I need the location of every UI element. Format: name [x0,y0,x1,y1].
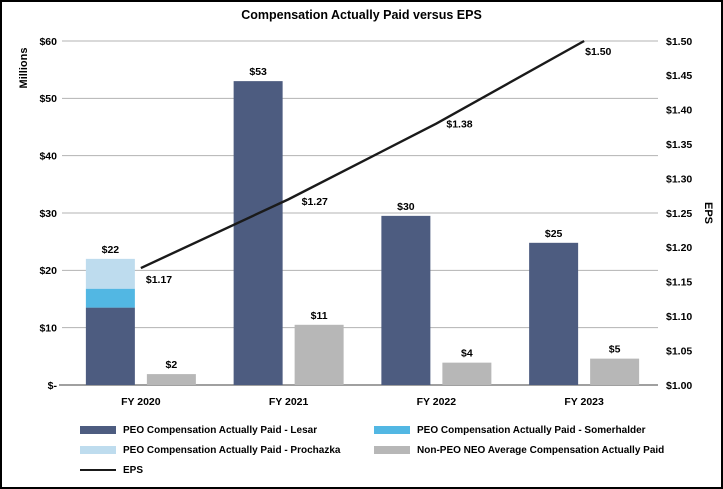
bar-value-label: $22 [102,244,120,256]
right-axis-tick-label: $1.00 [666,380,692,392]
right-axis-tick-label: $1.05 [666,345,692,357]
left-axis-tick-label: $50 [39,93,57,105]
line-value-label: $1.17 [146,274,172,286]
right-axis-tick-label: $1.50 [666,36,692,48]
bar-value-label: $11 [311,310,328,322]
bar-segment [529,242,579,385]
x-axis-category-label: FY 2020 [121,396,161,408]
line-value-label: $1.27 [302,196,328,208]
bar-segment [85,307,135,385]
bar-value-label: $5 [609,344,621,356]
right-axis-tick-label: $1.15 [666,277,692,289]
bar-segment [590,358,640,385]
bar-value-label: $30 [397,201,415,213]
bar-value-label: $4 [461,348,473,360]
left-axis-title: Millions [18,48,30,89]
right-axis-tick-label: $1.45 [666,70,692,82]
left-axis-tick-label: $10 [39,322,57,334]
left-axis-tick-label: $- [48,380,58,392]
bar-segment [233,81,283,385]
left-axis-tick-label: $40 [39,150,57,162]
x-axis-category-label: FY 2022 [417,396,457,408]
left-axis-tick-label: $30 [39,208,57,220]
right-axis-tick-label: $1.40 [666,105,692,117]
bar-segment [442,362,492,385]
bar-segment [146,374,196,385]
bar-value-label: $53 [249,66,267,78]
line-value-label: $1.50 [585,46,611,58]
bar-segment [85,258,135,289]
line-value-label: $1.38 [446,119,472,131]
x-axis-category-label: FY 2023 [564,396,604,408]
left-axis-tick-label: $60 [39,36,57,48]
x-axis-category-label: FY 2021 [269,396,309,408]
bar-segment [381,215,431,385]
bar-segment [85,288,135,308]
right-axis-tick-label: $1.10 [666,311,692,323]
chart-title: Compensation Actually Paid versus EPS [241,8,482,22]
bar-value-label: $25 [545,228,563,240]
right-axis-tick-label: $1.35 [666,139,692,151]
right-axis-tick-label: $1.20 [666,242,692,254]
right-axis-title: EPS [702,202,714,224]
bar-segment [294,324,344,385]
left-axis-tick-label: $20 [39,265,57,277]
eps-line [140,39,585,270]
bar-value-label: $2 [166,359,178,371]
right-axis-tick-label: $1.30 [666,173,692,185]
right-axis-tick-label: $1.25 [666,208,692,220]
